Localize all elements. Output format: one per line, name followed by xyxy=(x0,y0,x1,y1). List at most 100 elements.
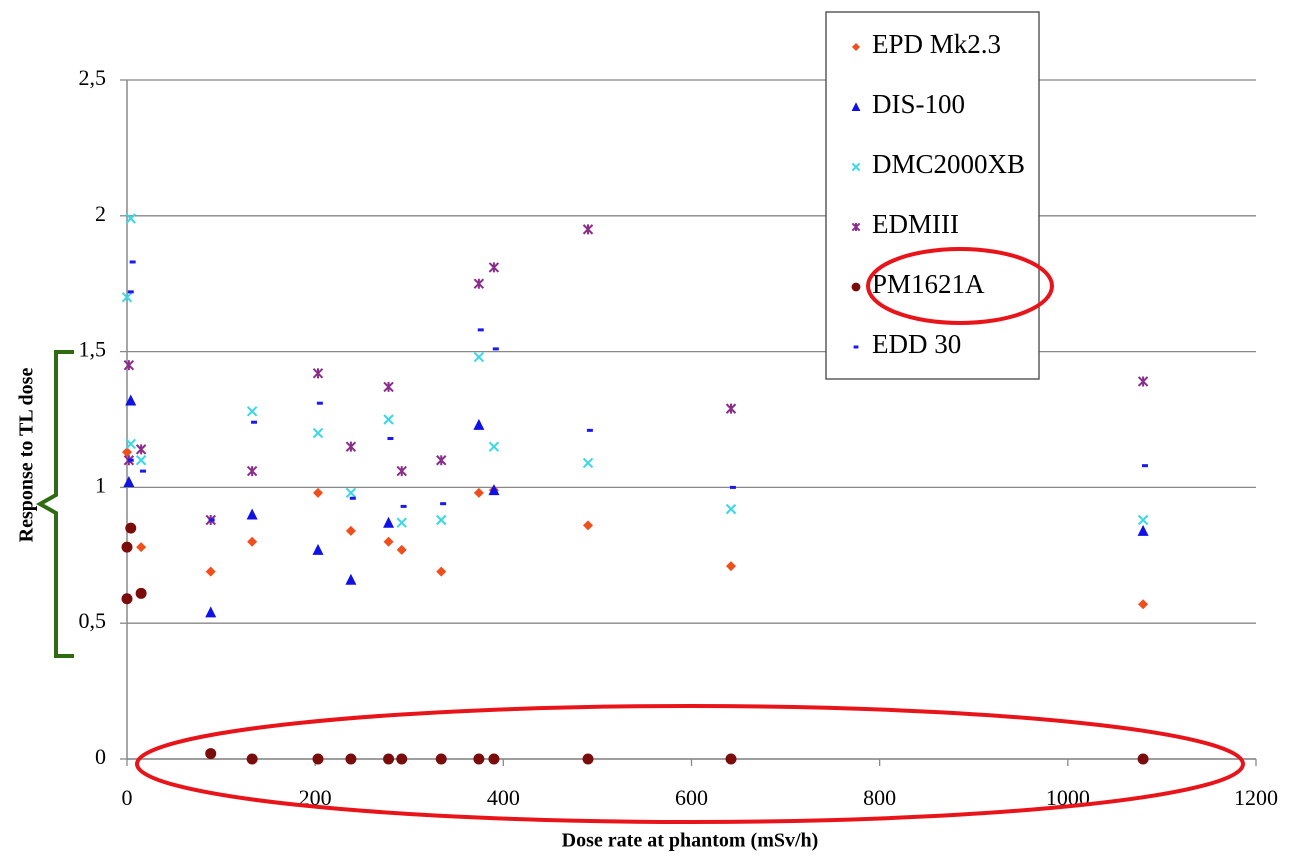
point xyxy=(205,606,217,618)
point xyxy=(135,587,147,599)
legend-marker xyxy=(851,162,861,172)
x-tick-label: 600 xyxy=(675,785,708,810)
point xyxy=(312,427,324,439)
x-tick-label: 800 xyxy=(863,785,896,810)
point xyxy=(582,457,594,469)
point xyxy=(1137,376,1149,387)
point xyxy=(139,469,146,473)
point xyxy=(396,465,407,477)
point xyxy=(127,290,134,294)
point xyxy=(583,520,594,531)
point xyxy=(383,414,394,425)
point xyxy=(316,401,323,405)
point xyxy=(1137,753,1149,765)
y-axis-title: Response to TL dose xyxy=(16,368,38,543)
legend-label: DIS-100 xyxy=(872,89,965,119)
point xyxy=(473,278,485,289)
point xyxy=(488,753,500,765)
y-tick-label: 1,5 xyxy=(79,337,107,362)
point xyxy=(246,465,258,477)
point xyxy=(725,403,737,414)
point xyxy=(488,484,500,496)
legend-marker xyxy=(851,222,861,232)
point xyxy=(396,544,407,555)
legend-marker xyxy=(852,43,860,51)
legend-label: DMC2000XB xyxy=(872,149,1025,179)
point xyxy=(125,394,137,406)
point xyxy=(349,496,356,500)
y-tick-label: 1 xyxy=(95,472,106,497)
point xyxy=(123,359,135,371)
point xyxy=(435,753,447,765)
point xyxy=(205,748,217,760)
point xyxy=(492,347,499,351)
point xyxy=(208,518,215,522)
point xyxy=(121,292,133,303)
bracket xyxy=(35,350,74,658)
point xyxy=(582,224,594,235)
point xyxy=(725,503,737,515)
point xyxy=(436,514,447,526)
point xyxy=(383,753,395,765)
point xyxy=(312,368,324,379)
x-axis-title: Dose rate at phantom (mSv/h) xyxy=(562,830,819,852)
legend-label: EPD Mk2.3 xyxy=(872,29,1001,59)
point xyxy=(729,485,736,489)
point xyxy=(135,444,147,455)
point xyxy=(345,753,357,765)
point xyxy=(488,441,500,452)
point xyxy=(251,420,258,424)
point xyxy=(396,753,408,765)
point xyxy=(125,522,137,534)
point xyxy=(473,351,485,363)
point xyxy=(345,441,357,452)
point xyxy=(246,753,258,765)
point xyxy=(396,517,407,528)
point xyxy=(121,541,133,553)
legend-label: EDD 30 xyxy=(872,329,961,359)
point xyxy=(123,475,135,487)
legend-box xyxy=(825,11,1040,380)
point xyxy=(473,418,485,430)
point xyxy=(1137,514,1149,526)
highlight-ellipse xyxy=(135,704,1245,824)
point xyxy=(726,561,737,572)
point xyxy=(1141,464,1148,468)
point xyxy=(387,437,394,441)
x-tick-label: 1200 xyxy=(1234,785,1278,810)
x-tick-label: 400 xyxy=(487,785,520,810)
point xyxy=(312,487,323,498)
point xyxy=(247,536,258,547)
point xyxy=(383,516,395,528)
point xyxy=(725,753,737,765)
point xyxy=(135,455,147,466)
y-tick-label: 2,5 xyxy=(79,65,107,90)
point xyxy=(312,543,324,555)
point xyxy=(129,260,136,264)
x-tick-label: 0 xyxy=(122,785,133,810)
point xyxy=(345,525,356,536)
point xyxy=(1137,524,1149,536)
point xyxy=(136,542,147,553)
legend-marker xyxy=(853,345,859,349)
legend-label: PM1621A xyxy=(872,269,985,299)
point xyxy=(1138,599,1149,610)
point xyxy=(488,262,500,273)
legend-marker xyxy=(851,102,861,111)
point xyxy=(127,458,134,462)
point xyxy=(582,753,594,765)
point xyxy=(121,593,133,605)
point xyxy=(586,428,593,432)
point xyxy=(436,566,447,577)
point xyxy=(246,406,258,417)
y-tick-label: 0 xyxy=(95,744,106,769)
point xyxy=(473,487,484,498)
point xyxy=(383,381,394,393)
point xyxy=(477,328,484,332)
point xyxy=(473,753,485,765)
point xyxy=(125,213,136,224)
highlight-ellipse xyxy=(866,247,1054,325)
point xyxy=(345,487,357,499)
